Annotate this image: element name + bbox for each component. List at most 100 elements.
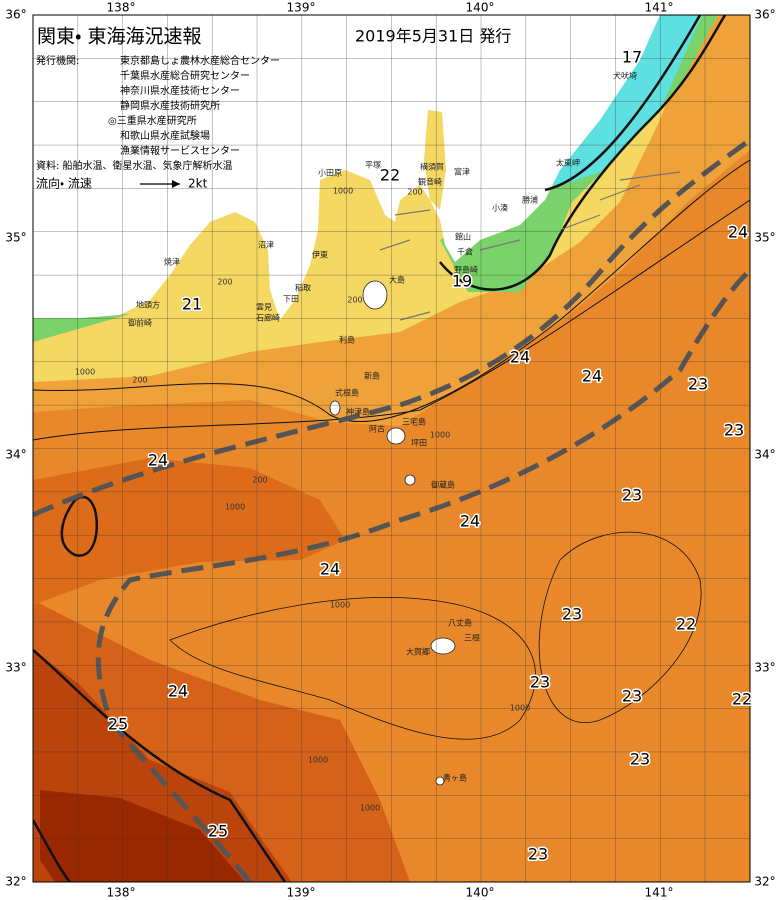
isotherm-17 (544, 15, 702, 192)
temperature-label: 22 (380, 166, 400, 185)
place-name: 御前崎 (128, 318, 152, 328)
place-name: 八丈島 (448, 618, 472, 628)
grid (33, 15, 750, 882)
depth-label: 200 (347, 296, 362, 305)
place-name: 館山 (455, 232, 471, 242)
isotherm (33, 159, 750, 423)
cold-zone (33, 314, 130, 342)
current-axis (33, 137, 750, 518)
lon-label: 138° (107, 1, 136, 15)
place-name: 雲見 (256, 303, 272, 312)
depth-label: 200 (407, 188, 422, 197)
lat-label: 35° (754, 231, 775, 245)
legend-speed: 2kt (188, 177, 208, 191)
island (430, 637, 456, 655)
temperature-label: 23 (724, 421, 744, 440)
agency: ◎三重県水産研究所 (108, 114, 197, 127)
place-name: 平塚 (365, 161, 381, 170)
lon-label: 138° (107, 886, 136, 900)
depth-label: 1000 (330, 601, 350, 610)
lat-label: 33° (754, 661, 775, 675)
temperature-label: 24 (728, 223, 748, 242)
depth-label: 1000 (75, 368, 95, 377)
temperature-label: 24 (582, 367, 602, 386)
place-name: 新島 (364, 371, 380, 381)
depth-label: 1000 (225, 503, 245, 512)
temperature-label: 24 (510, 348, 530, 367)
place-name: 観音崎 (418, 177, 442, 187)
isotherm-26 (33, 819, 71, 882)
island (404, 474, 416, 486)
temperature-label: 23 (688, 375, 708, 394)
place-name: 伊東 (312, 250, 328, 260)
place-name: 大島 (389, 275, 405, 285)
place-name: 焼津 (164, 257, 180, 267)
agency: 漁業情報サービスセンター (120, 144, 240, 157)
temperature-label: 23 (530, 673, 550, 692)
place-name: 横須賀 (420, 162, 444, 172)
agency: 静岡県水産技術研究所 (120, 99, 220, 112)
place-name: 青ヶ島 (443, 773, 467, 783)
issuer-label: 発行機関: (36, 54, 79, 67)
depth-label: 1000 (360, 804, 380, 813)
lon-label: 141° (645, 886, 674, 900)
place-name: 勝浦 (522, 195, 538, 205)
place-name: 稲取 (295, 283, 311, 293)
place-name: 沼津 (258, 240, 274, 250)
temperature-label: 23 (622, 687, 642, 706)
frame (32, 14, 751, 883)
flow-arrows (379, 171, 681, 321)
depth-label: 1000 (333, 187, 353, 196)
place-name: 野島崎 (454, 265, 478, 275)
island (362, 280, 388, 310)
agency: 千葉県水産総合研究センター (120, 69, 250, 82)
agency: 神奈川県水産技術センター (120, 84, 240, 97)
isotherm-25 (33, 649, 287, 882)
temperature-label: 23 (622, 486, 642, 505)
issue-date: 2019年5月31日 発行 (355, 27, 511, 46)
temperature-label: 17 (622, 48, 642, 67)
isotherms (33, 15, 750, 882)
island (329, 400, 341, 416)
place-name: 坪田 (411, 439, 427, 448)
place-name: 太東岬 (556, 158, 580, 168)
place-name: 神津島 (346, 407, 370, 417)
temperature-label: 23 (528, 845, 548, 864)
isotherm (538, 531, 702, 723)
place-name: 式根島 (335, 388, 359, 398)
island (386, 427, 406, 445)
place-name: 阿古 (369, 424, 385, 434)
kuroshio-axis (33, 137, 750, 882)
warm-zone (33, 458, 345, 605)
lat-label: 36° (5, 8, 26, 22)
title: 関東・ 東海海況速報 (37, 26, 202, 48)
lon-label: 140° (466, 886, 495, 900)
lon-label: 139° (287, 886, 316, 900)
place-name: 地頭方 (136, 300, 160, 310)
temperature-label: 21 (182, 295, 202, 314)
place-name: 大賀郷 (406, 647, 430, 657)
place-name: 犬吠埼 (613, 71, 637, 81)
place-name: 小田原 (318, 169, 342, 178)
place-name: 富津 (454, 167, 470, 177)
temperature-label: 25 (208, 822, 228, 841)
tokyo-bay (424, 110, 446, 210)
isotherm-25 (60, 495, 99, 557)
temperature-label: 19 (452, 272, 472, 291)
lon-label: 139° (287, 1, 316, 15)
current-axis (95, 268, 750, 882)
agency: 東京都島しょ農林水産総合センター (120, 54, 280, 67)
temperature-label: 22 (732, 690, 752, 709)
hottest-zone (40, 790, 245, 882)
place-name: 三根 (464, 633, 480, 643)
depth-label: 1000 (430, 431, 450, 440)
lat-label: 33° (5, 661, 26, 675)
place-name: 千倉 (457, 247, 473, 257)
place-name: 三宅島 (402, 417, 426, 427)
depth-label: 200 (217, 278, 232, 287)
legend-arrowhead (172, 180, 180, 188)
lon-label: 141° (645, 1, 674, 15)
lat-label: 35° (5, 231, 26, 245)
depth-label: 200 (252, 476, 267, 485)
lat-label: 36° (754, 8, 775, 22)
